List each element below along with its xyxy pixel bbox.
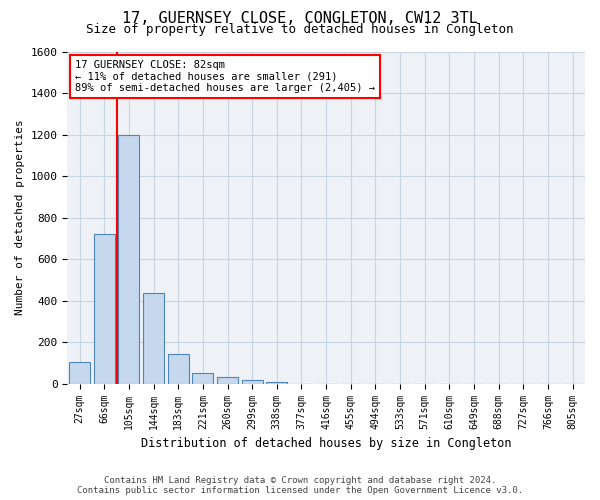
Bar xyxy=(69,362,90,384)
Bar xyxy=(118,134,139,384)
Text: Contains HM Land Registry data © Crown copyright and database right 2024.
Contai: Contains HM Land Registry data © Crown c… xyxy=(77,476,523,495)
Bar xyxy=(266,382,287,384)
Text: 17 GUERNSEY CLOSE: 82sqm
← 11% of detached houses are smaller (291)
89% of semi-: 17 GUERNSEY CLOSE: 82sqm ← 11% of detach… xyxy=(75,60,375,93)
Bar xyxy=(217,378,238,384)
Bar xyxy=(242,380,263,384)
X-axis label: Distribution of detached houses by size in Congleton: Distribution of detached houses by size … xyxy=(141,437,511,450)
Bar xyxy=(94,234,115,384)
Bar xyxy=(193,374,214,384)
Text: 17, GUERNSEY CLOSE, CONGLETON, CW12 3TL: 17, GUERNSEY CLOSE, CONGLETON, CW12 3TL xyxy=(122,11,478,26)
Bar xyxy=(143,294,164,384)
Text: Size of property relative to detached houses in Congleton: Size of property relative to detached ho… xyxy=(86,22,514,36)
Y-axis label: Number of detached properties: Number of detached properties xyxy=(15,120,25,316)
Bar xyxy=(168,354,188,384)
